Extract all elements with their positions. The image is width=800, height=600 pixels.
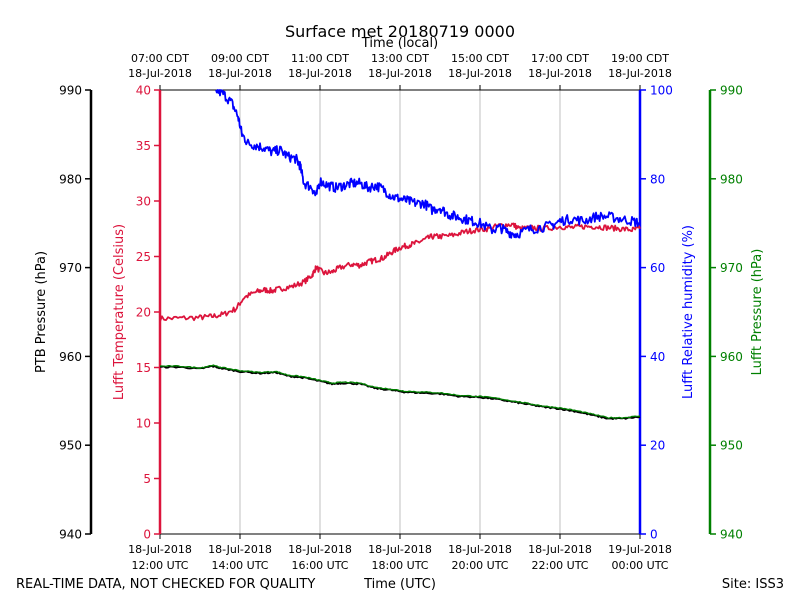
tick-labels: 07:00 CDT 18-Jul-2018 09:00 CDT 18-Jul-2018… [34,52,765,572]
lufft_temperature-tick-label: 25 [136,250,151,264]
lufft_temperature-tick-label: 5 [143,472,151,486]
series-ptb_pressure [159,365,641,420]
lufft_temperature-tick-label: 10 [136,417,151,431]
bottom-tick-label-time: 14:00 UTC [211,559,268,572]
bottom-tick-label-time: 20:00 UTC [451,559,508,572]
series-lufft_temperature [159,222,641,322]
ptb_pressure-tick-label: 990 [59,84,82,98]
lufft_pressure-tick-label: 990 [720,84,743,98]
ptb_pressure-tick-label: 950 [59,439,82,453]
lufft_temperature-tick-label: 20 [136,306,151,320]
axes [85,85,716,539]
top-tick-label-date: 18-Jul-2018 [608,67,672,80]
top-tick-label-date: 18-Jul-2018 [528,67,592,80]
bottom-tick-label-date: 18-Jul-2018 [528,543,592,556]
lufft_pressure-tick-label: 980 [720,172,743,186]
ptb_pressure-tick-label: 940 [59,528,82,542]
lufft_humidity-tick-label: 100 [650,84,673,98]
lufft_temperature-tick-label: 30 [136,195,151,209]
lufft_humidity-tick-label: 80 [650,172,665,186]
top-tick-label-time: 07:00 CDT [131,52,189,65]
top-axis-label: Time (local) [361,36,438,51]
top-tick-label-date: 18-Jul-2018 [208,67,272,80]
series-lufft_pressure [160,364,641,419]
chart-title: Surface met 20180719 0000 [285,22,515,41]
ptb_pressure-axis-label: PTB Pressure (hPa) [34,251,49,373]
bottom-tick-label-time: 16:00 UTC [291,559,348,572]
bottom-tick-label-time: 22:00 UTC [531,559,588,572]
lufft_temperature-tick-label: 15 [136,361,151,375]
lufft_temperature-tick-label: 0 [143,528,151,542]
bottom-tick-label-time: 00:00 UTC [611,559,668,572]
lufft_pressure-tick-label: 950 [720,439,743,453]
top-tick-label-time: 17:00 CDT [531,52,589,65]
lufft_humidity-tick-label: 0 [650,528,658,542]
lufft_humidity-axis-label: Lufft Relative humidity (%) [681,225,696,399]
bottom-tick-label-date: 18-Jul-2018 [128,543,192,556]
top-tick-label-date: 18-Jul-2018 [128,67,192,80]
bottom-tick-label-date: 19-Jul-2018 [608,543,672,556]
top-tick-label-time: 19:00 CDT [611,52,669,65]
data-series [159,89,641,420]
lufft_pressure-tick-label: 970 [720,261,743,275]
lufft_humidity-tick-label: 60 [650,261,665,275]
top-tick-label-date: 18-Jul-2018 [288,67,352,80]
bottom-tick-label-time: 18:00 UTC [371,559,428,572]
bottom-axis-label: Time (UTC) [363,577,436,592]
top-tick-label-date: 18-Jul-2018 [448,67,512,80]
footer-quality-note: REAL-TIME DATA, NOT CHECKED FOR QUALITY [16,577,315,592]
lufft_pressure-tick-label: 960 [720,350,743,364]
lufft_pressure-axis-label: Lufft Pressure (hPa) [750,249,765,376]
top-tick-label-time: 09:00 CDT [211,52,269,65]
ptb_pressure-tick-label: 980 [59,172,82,186]
lufft_humidity-tick-label: 20 [650,439,665,453]
top-tick-label-time: 13:00 CDT [371,52,429,65]
top-tick-label-date: 18-Jul-2018 [368,67,432,80]
bottom-tick-label-date: 18-Jul-2018 [448,543,512,556]
bottom-tick-label-date: 18-Jul-2018 [288,543,352,556]
lufft_temperature-axis-label: Lufft Temperature (Celsius) [112,224,127,400]
lufft_temperature-tick-label: 40 [136,84,151,98]
bottom-tick-label-time: 12:00 UTC [131,559,188,572]
ptb_pressure-tick-label: 960 [59,350,82,364]
lufft_humidity-tick-label: 40 [650,350,665,364]
lufft_pressure-tick-label: 940 [720,528,743,542]
ptb_pressure-tick-label: 970 [59,261,82,275]
bottom-tick-label-date: 18-Jul-2018 [368,543,432,556]
bottom-tick-label-date: 18-Jul-2018 [208,543,272,556]
footer-site: Site: ISS3 [722,577,784,592]
series-lufft_humidity [215,89,641,239]
vertical-gridlines [239,90,561,534]
top-tick-label-time: 15:00 CDT [451,52,509,65]
lufft_temperature-tick-label: 35 [136,139,151,153]
top-tick-label-time: 11:00 CDT [291,52,349,65]
